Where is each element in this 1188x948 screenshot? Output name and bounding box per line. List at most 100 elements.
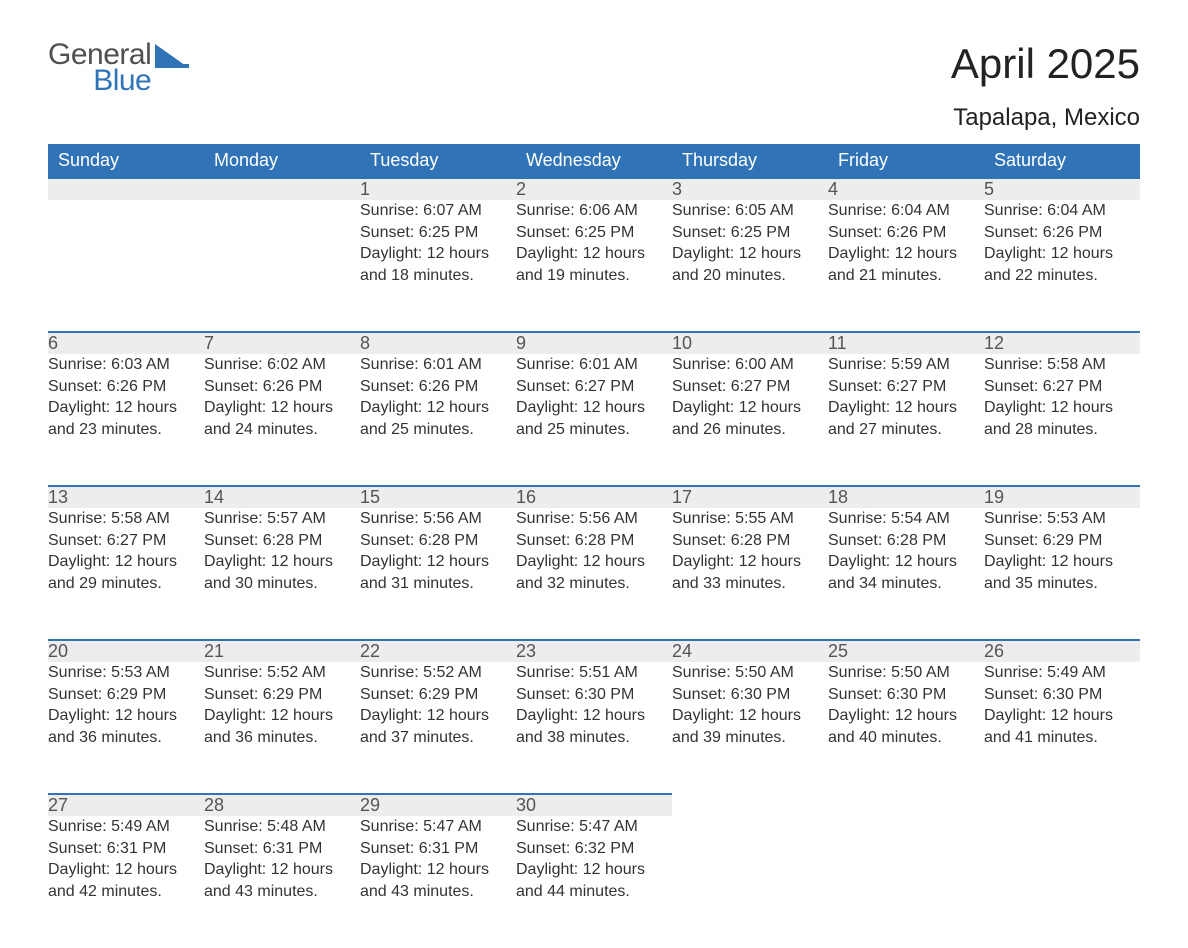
day-number-cell: [828, 794, 984, 816]
day-details-cell: Sunrise: 5:51 AMSunset: 6:30 PMDaylight:…: [516, 662, 672, 794]
day-details-cell: Sunrise: 6:06 AMSunset: 6:25 PMDaylight:…: [516, 200, 672, 332]
day-number-cell: 30: [516, 794, 672, 816]
sunrise-text: Sunrise: 5:48 AM: [204, 816, 360, 838]
weekday-row: SundayMondayTuesdayWednesdayThursdayFrid…: [48, 144, 1140, 178]
sunset-text: Sunset: 6:27 PM: [828, 376, 984, 398]
day-details-cell: Sunrise: 5:47 AMSunset: 6:31 PMDaylight:…: [360, 816, 516, 948]
location-label: Tapalapa, Mexico: [48, 104, 1140, 132]
day-details-cell: [672, 816, 828, 948]
day-number-cell: 3: [672, 178, 828, 200]
sunrise-text: Sunrise: 5:49 AM: [984, 662, 1140, 684]
day-details-cell: Sunrise: 6:01 AMSunset: 6:26 PMDaylight:…: [360, 354, 516, 486]
daylight-text: Daylight: 12 hours and 20 minutes.: [672, 243, 828, 286]
day-details-cell: Sunrise: 6:02 AMSunset: 6:26 PMDaylight:…: [204, 354, 360, 486]
day-number-cell: 22: [360, 640, 516, 662]
sunrise-text: Sunrise: 6:02 AM: [204, 354, 360, 376]
day-number-cell: [204, 178, 360, 200]
weekday-header: Thursday: [672, 144, 828, 178]
weekday-header: Monday: [204, 144, 360, 178]
sunrise-text: Sunrise: 5:57 AM: [204, 508, 360, 530]
day-details-cell: Sunrise: 5:59 AMSunset: 6:27 PMDaylight:…: [828, 354, 984, 486]
sunrise-text: Sunrise: 5:52 AM: [360, 662, 516, 684]
calendar-table: SundayMondayTuesdayWednesdayThursdayFrid…: [48, 144, 1140, 948]
sunrise-text: Sunrise: 6:03 AM: [48, 354, 204, 376]
sunset-text: Sunset: 6:28 PM: [204, 530, 360, 552]
day-details-cell: Sunrise: 5:54 AMSunset: 6:28 PMDaylight:…: [828, 508, 984, 640]
daylight-text: Daylight: 12 hours and 21 minutes.: [828, 243, 984, 286]
sunrise-text: Sunrise: 5:55 AM: [672, 508, 828, 530]
sunset-text: Sunset: 6:30 PM: [984, 684, 1140, 706]
month-title: April 2025: [951, 40, 1140, 88]
day-number-cell: [48, 178, 204, 200]
week-details-row: Sunrise: 6:07 AMSunset: 6:25 PMDaylight:…: [48, 200, 1140, 332]
daylight-text: Daylight: 12 hours and 41 minutes.: [984, 705, 1140, 748]
daylight-text: Daylight: 12 hours and 30 minutes.: [204, 551, 360, 594]
week-daynum-row: 13141516171819: [48, 486, 1140, 508]
day-details-cell: Sunrise: 5:49 AMSunset: 6:30 PMDaylight:…: [984, 662, 1140, 794]
sunrise-text: Sunrise: 5:51 AM: [516, 662, 672, 684]
week-details-row: Sunrise: 5:49 AMSunset: 6:31 PMDaylight:…: [48, 816, 1140, 948]
day-number-cell: 5: [984, 178, 1140, 200]
day-number-cell: 20: [48, 640, 204, 662]
daylight-text: Daylight: 12 hours and 38 minutes.: [516, 705, 672, 748]
day-details-cell: Sunrise: 6:03 AMSunset: 6:26 PMDaylight:…: [48, 354, 204, 486]
daylight-text: Daylight: 12 hours and 24 minutes.: [204, 397, 360, 440]
daylight-text: Daylight: 12 hours and 25 minutes.: [516, 397, 672, 440]
sunrise-text: Sunrise: 5:50 AM: [672, 662, 828, 684]
day-number-cell: 17: [672, 486, 828, 508]
brand-text: General Blue: [48, 40, 151, 96]
day-number-cell: 6: [48, 332, 204, 354]
sunrise-text: Sunrise: 5:58 AM: [984, 354, 1140, 376]
daylight-text: Daylight: 12 hours and 42 minutes.: [48, 859, 204, 902]
day-details-cell: Sunrise: 5:57 AMSunset: 6:28 PMDaylight:…: [204, 508, 360, 640]
day-details-cell: Sunrise: 5:58 AMSunset: 6:27 PMDaylight:…: [984, 354, 1140, 486]
day-number-cell: 7: [204, 332, 360, 354]
sunrise-text: Sunrise: 5:58 AM: [48, 508, 204, 530]
sunrise-text: Sunrise: 5:47 AM: [360, 816, 516, 838]
daylight-text: Daylight: 12 hours and 39 minutes.: [672, 705, 828, 748]
sunrise-text: Sunrise: 6:04 AM: [984, 200, 1140, 222]
daylight-text: Daylight: 12 hours and 29 minutes.: [48, 551, 204, 594]
week-daynum-row: 12345: [48, 178, 1140, 200]
day-number-cell: 9: [516, 332, 672, 354]
sunset-text: Sunset: 6:31 PM: [48, 838, 204, 860]
sunrise-text: Sunrise: 6:05 AM: [672, 200, 828, 222]
daylight-text: Daylight: 12 hours and 32 minutes.: [516, 551, 672, 594]
day-details-cell: Sunrise: 5:48 AMSunset: 6:31 PMDaylight:…: [204, 816, 360, 948]
day-number-cell: 15: [360, 486, 516, 508]
sunrise-text: Sunrise: 6:01 AM: [360, 354, 516, 376]
weekday-header: Wednesday: [516, 144, 672, 178]
sunset-text: Sunset: 6:31 PM: [204, 838, 360, 860]
daylight-text: Daylight: 12 hours and 36 minutes.: [204, 705, 360, 748]
day-details-cell: Sunrise: 5:56 AMSunset: 6:28 PMDaylight:…: [360, 508, 516, 640]
title-block: April 2025: [951, 40, 1140, 88]
day-number-cell: [672, 794, 828, 816]
weekday-header: Sunday: [48, 144, 204, 178]
sunset-text: Sunset: 6:28 PM: [828, 530, 984, 552]
daylight-text: Daylight: 12 hours and 22 minutes.: [984, 243, 1140, 286]
daylight-text: Daylight: 12 hours and 31 minutes.: [360, 551, 516, 594]
sunrise-text: Sunrise: 5:52 AM: [204, 662, 360, 684]
sunrise-text: Sunrise: 6:07 AM: [360, 200, 516, 222]
day-details-cell: Sunrise: 5:58 AMSunset: 6:27 PMDaylight:…: [48, 508, 204, 640]
sunrise-text: Sunrise: 5:50 AM: [828, 662, 984, 684]
sunset-text: Sunset: 6:27 PM: [672, 376, 828, 398]
day-number-cell: 11: [828, 332, 984, 354]
weekday-header: Saturday: [984, 144, 1140, 178]
day-number-cell: 12: [984, 332, 1140, 354]
day-details-cell: Sunrise: 5:55 AMSunset: 6:28 PMDaylight:…: [672, 508, 828, 640]
day-details-cell: Sunrise: 6:00 AMSunset: 6:27 PMDaylight:…: [672, 354, 828, 486]
sunset-text: Sunset: 6:25 PM: [360, 222, 516, 244]
daylight-text: Daylight: 12 hours and 23 minutes.: [48, 397, 204, 440]
day-details-cell: Sunrise: 5:52 AMSunset: 6:29 PMDaylight:…: [360, 662, 516, 794]
sunrise-text: Sunrise: 5:56 AM: [516, 508, 672, 530]
day-details-cell: Sunrise: 5:53 AMSunset: 6:29 PMDaylight:…: [984, 508, 1140, 640]
sunrise-text: Sunrise: 5:49 AM: [48, 816, 204, 838]
daylight-text: Daylight: 12 hours and 19 minutes.: [516, 243, 672, 286]
weekday-header: Friday: [828, 144, 984, 178]
daylight-text: Daylight: 12 hours and 18 minutes.: [360, 243, 516, 286]
daylight-text: Daylight: 12 hours and 33 minutes.: [672, 551, 828, 594]
sunrise-text: Sunrise: 6:06 AM: [516, 200, 672, 222]
day-number-cell: 8: [360, 332, 516, 354]
daylight-text: Daylight: 12 hours and 37 minutes.: [360, 705, 516, 748]
